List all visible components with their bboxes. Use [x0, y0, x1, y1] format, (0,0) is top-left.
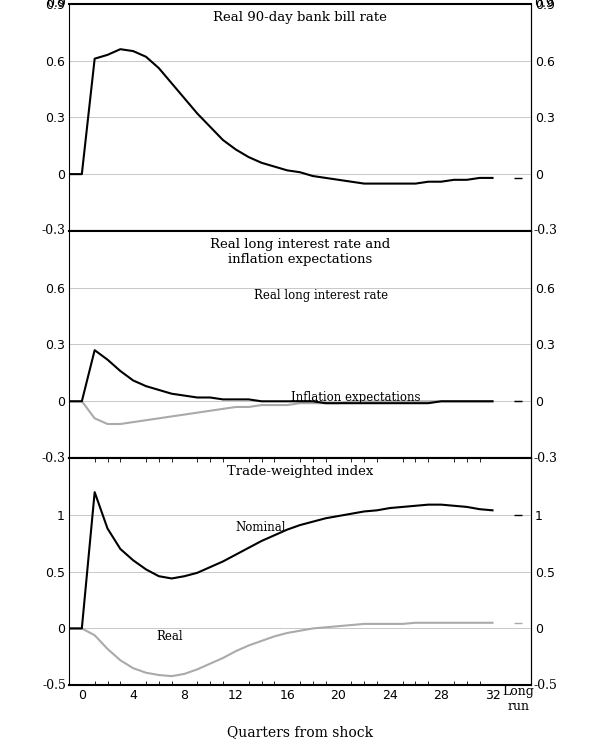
Text: Real long interest rate: Real long interest rate — [254, 289, 388, 302]
Text: 0.9: 0.9 — [534, 0, 554, 11]
Text: -0.3: -0.3 — [534, 452, 558, 465]
Text: -0.3: -0.3 — [42, 224, 66, 237]
Text: Quarters from shock: Quarters from shock — [227, 725, 373, 739]
Text: -0.3: -0.3 — [534, 224, 558, 237]
Text: Real long interest rate and
inflation expectations: Real long interest rate and inflation ex… — [210, 238, 390, 266]
Text: Real 90-day bank bill rate: Real 90-day bank bill rate — [213, 11, 387, 23]
Text: -0.5: -0.5 — [534, 678, 558, 692]
Text: Trade-weighted index: Trade-weighted index — [227, 465, 373, 478]
Text: Real: Real — [157, 630, 184, 643]
Text: -0.3: -0.3 — [42, 452, 66, 465]
Text: Long
run: Long run — [502, 685, 534, 713]
Text: Nominal: Nominal — [235, 521, 286, 534]
Text: -0.5: -0.5 — [42, 678, 66, 692]
Text: Inflation expectations: Inflation expectations — [291, 392, 420, 404]
Text: 0.9: 0.9 — [46, 0, 66, 11]
